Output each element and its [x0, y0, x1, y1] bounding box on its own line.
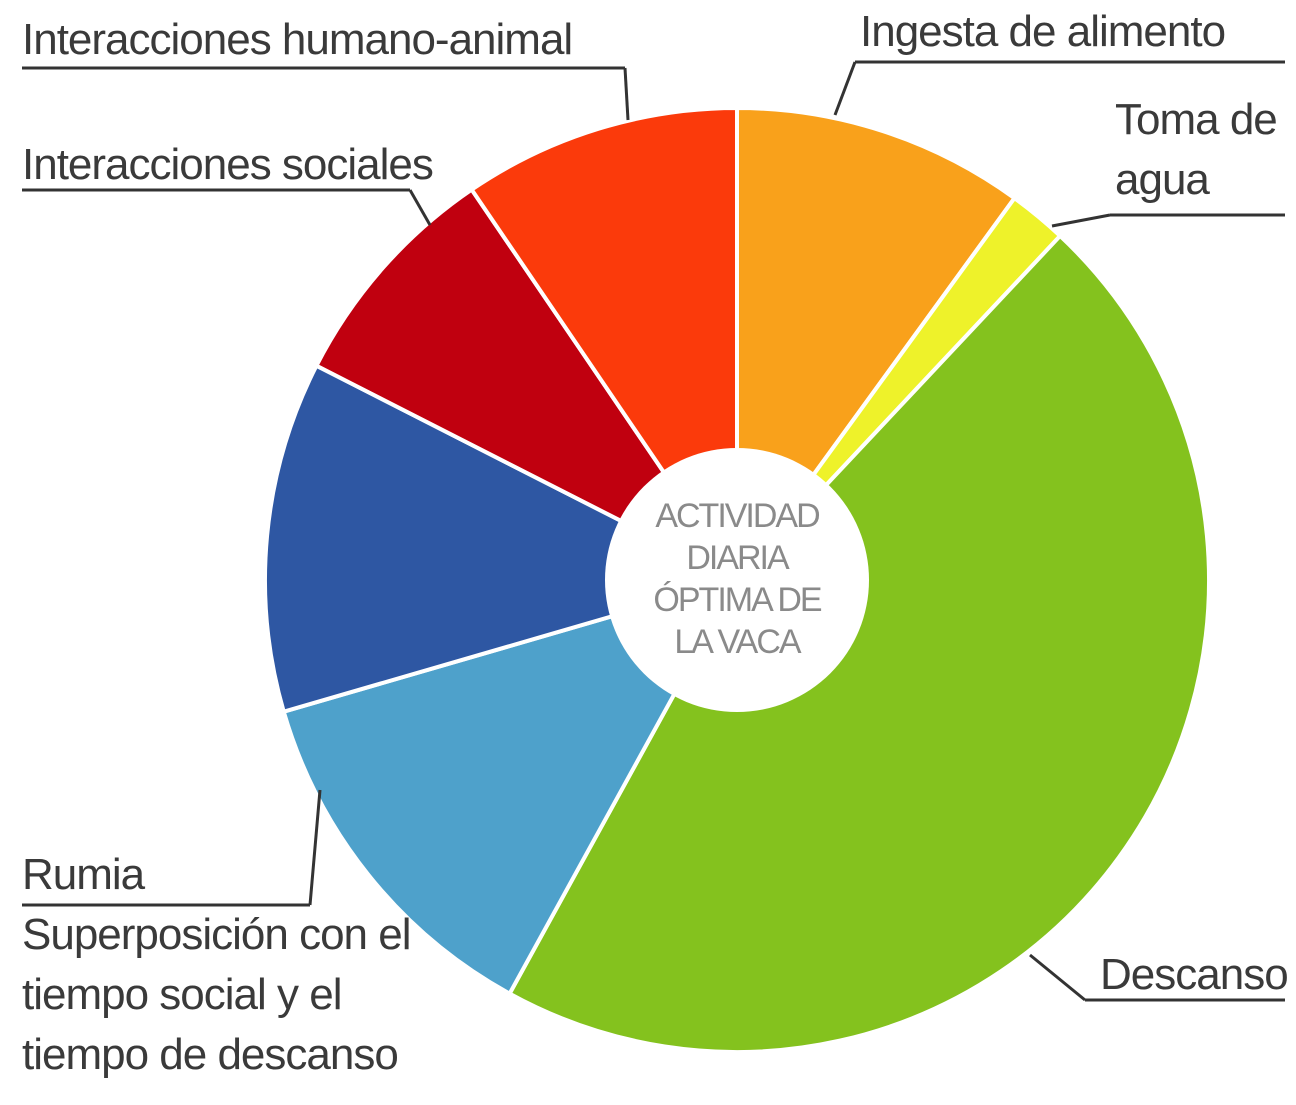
legend-label: Interacciones sociales — [22, 140, 434, 189]
legend-label: Interacciones humano-animal — [22, 15, 573, 64]
wedge — [735, 105, 1018, 587]
legend-label: Rumia — [22, 850, 145, 899]
wedge — [281, 576, 742, 997]
center-hole — [605, 448, 869, 712]
wedge — [506, 233, 1211, 1054]
legend-label: Ingesta de alimento — [860, 7, 1226, 56]
leader-line — [408, 189, 432, 226]
leader-line — [623, 67, 630, 121]
wedge — [263, 363, 743, 715]
leader-line — [308, 789, 322, 906]
wedge — [468, 105, 739, 587]
legend-label: Toma de agua — [1115, 95, 1278, 204]
leader-line — [1029, 953, 1086, 1002]
leader-line — [833, 61, 857, 116]
leader-line — [1051, 213, 1111, 228]
legend-label: Superposición con el tiempo social y el … — [22, 910, 411, 1079]
center-label: ACTIVIDAD DIARIA ÓPTIMA DE LA VACA — [653, 497, 822, 661]
wedge — [313, 186, 739, 582]
legend-label: Descanso — [1100, 950, 1289, 999]
